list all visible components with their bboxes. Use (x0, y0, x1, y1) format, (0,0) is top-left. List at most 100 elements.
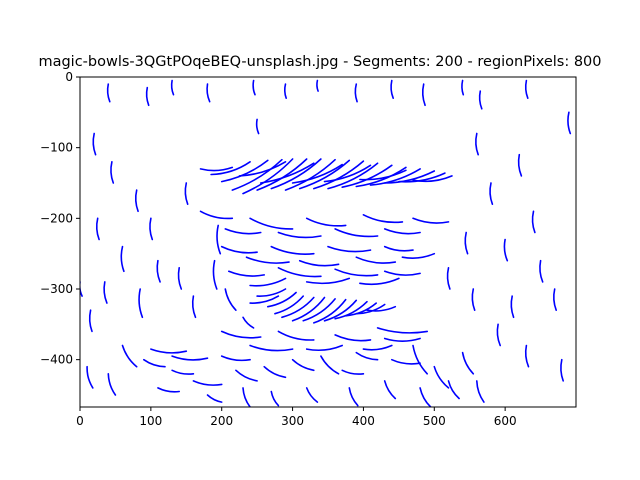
x-tick-label: 200 (210, 414, 233, 428)
segment-line (259, 162, 315, 184)
segment-line (503, 238, 509, 262)
segment-line (291, 296, 326, 322)
segment-line (355, 351, 379, 361)
segment-line (120, 245, 125, 273)
x-tick-label: 500 (423, 414, 446, 428)
segment-line (447, 380, 460, 400)
segment-line (383, 228, 421, 235)
segment-line (327, 162, 379, 190)
segment-line (291, 163, 343, 184)
segment-line (170, 79, 175, 96)
segment-line (270, 245, 315, 255)
segment-line (277, 330, 315, 341)
segment-line (412, 217, 450, 224)
segment-line (383, 245, 414, 252)
segment-line (267, 291, 297, 308)
segment-line (419, 387, 432, 407)
segment-line (156, 259, 161, 283)
axes: 0 100 200 300 400 500 600 0 −100 −200 −300 −400 (40, 70, 517, 428)
segment-line (92, 132, 97, 156)
segment-line (298, 259, 340, 267)
segment-line (496, 323, 501, 347)
segment-line (489, 182, 494, 205)
segment-line (192, 380, 223, 386)
segment-line (110, 161, 115, 184)
segment-line (171, 369, 195, 375)
segment-line (171, 355, 209, 361)
x-tick-label: 300 (281, 414, 304, 428)
segment-line (334, 334, 372, 342)
segment-line (323, 164, 372, 183)
segment-line (242, 387, 251, 407)
segment-line (134, 189, 139, 213)
segment-line (552, 288, 557, 311)
segment-line (220, 159, 269, 183)
segment-line (390, 79, 394, 99)
segment-line (199, 210, 234, 220)
segment-line (341, 369, 365, 375)
segment-line (446, 267, 451, 290)
segment-line (313, 298, 347, 324)
segment-line (245, 256, 290, 264)
segment-line (238, 161, 287, 177)
segment-line (369, 168, 421, 186)
segment-line (471, 288, 476, 311)
segment-line (224, 288, 237, 311)
segment-line (88, 309, 93, 333)
segment-line (206, 394, 223, 403)
x-tick-label: 600 (494, 414, 517, 428)
segment-line (263, 365, 287, 379)
segment-line (524, 344, 530, 368)
segment-line (231, 158, 283, 191)
segment-line (212, 259, 218, 290)
segment-line (284, 158, 336, 191)
segment-line (401, 252, 436, 259)
segment-line (184, 182, 189, 205)
segment-line (242, 158, 294, 195)
segment-line (305, 217, 347, 227)
segment-line (478, 90, 483, 110)
y-tick-label: −400 (40, 353, 73, 367)
segment-line (249, 295, 280, 304)
x-tick-label: 0 (76, 414, 84, 428)
segment-line (391, 358, 421, 365)
y-tick-label: −200 (40, 211, 73, 225)
segment-line (149, 217, 154, 241)
segment-line (249, 277, 287, 287)
segment-line (366, 305, 397, 312)
segment-line (476, 380, 485, 403)
segment-line (359, 277, 400, 286)
segment-line (383, 380, 397, 400)
segment-line (305, 387, 319, 403)
segment-line (206, 83, 211, 103)
segment-line (461, 351, 475, 375)
plot-frame (79, 76, 577, 408)
segment-line (334, 228, 379, 238)
segment-line (199, 166, 234, 172)
segment-line (383, 170, 436, 184)
segment-line (216, 224, 222, 255)
segment-line (106, 83, 111, 103)
segment-line (475, 132, 479, 156)
segment-line (344, 302, 377, 317)
segment-line (305, 277, 351, 285)
y-tick-label: 0 (65, 70, 73, 84)
segment-line (95, 217, 100, 241)
segment-line (327, 245, 372, 253)
segment-line (433, 365, 450, 389)
segment-line (313, 160, 365, 190)
x-tick-label: 400 (352, 414, 375, 428)
segment-line (421, 83, 426, 107)
segment-line (560, 358, 564, 382)
segment-line (383, 270, 421, 276)
segment-line (464, 231, 469, 255)
segment-line (220, 245, 258, 254)
segment-line (531, 210, 536, 234)
segment-line (302, 298, 336, 322)
segment-line (224, 228, 262, 235)
segment-line (138, 288, 144, 319)
segment-line (256, 288, 287, 297)
segment-line (252, 79, 256, 96)
segment-line (291, 358, 315, 372)
segment-line (320, 355, 340, 375)
